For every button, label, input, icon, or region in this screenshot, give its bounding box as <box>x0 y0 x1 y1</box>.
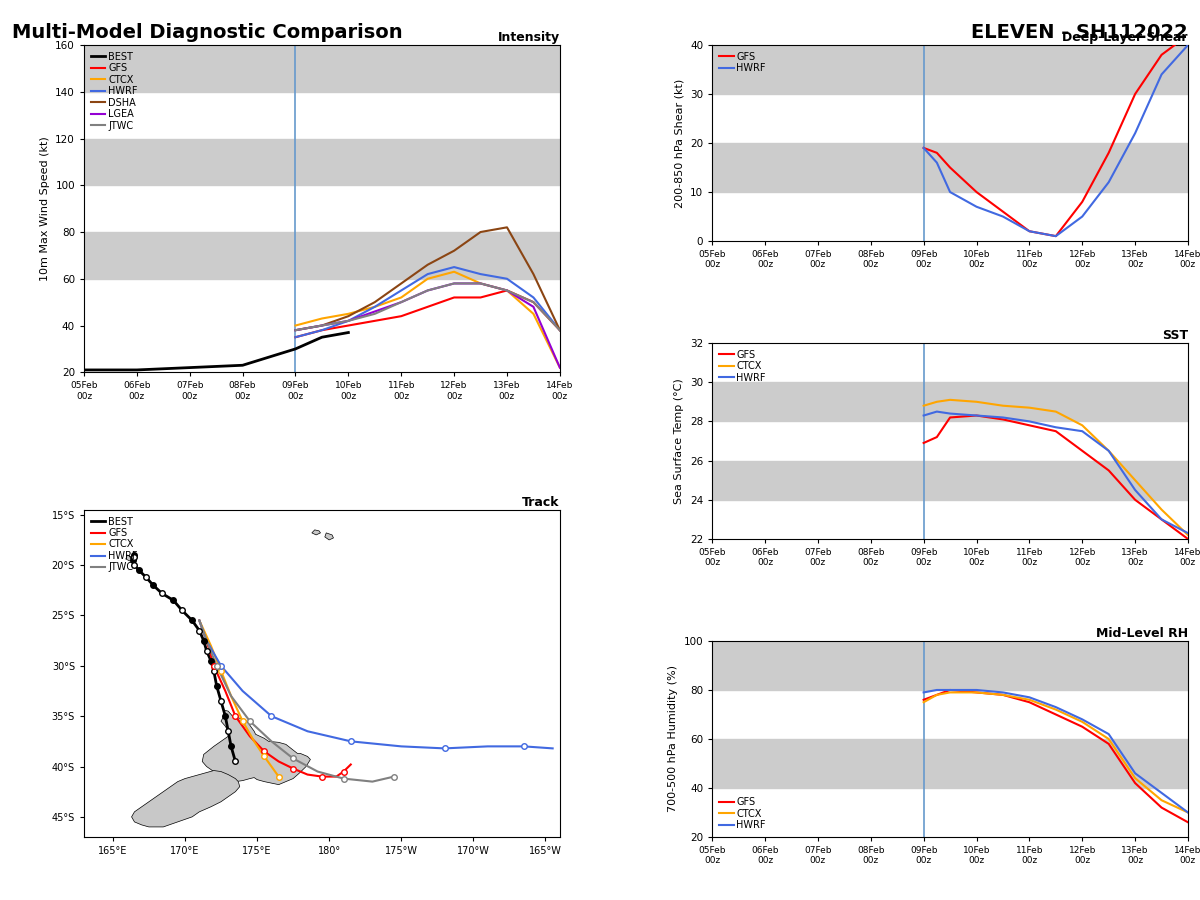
Bar <box>712 739 1188 788</box>
Polygon shape <box>132 770 240 827</box>
Text: Multi-Model Diagnostic Comparison: Multi-Model Diagnostic Comparison <box>12 22 403 41</box>
Polygon shape <box>312 530 320 535</box>
Bar <box>84 45 560 92</box>
Bar <box>84 232 560 279</box>
Legend: GFS, HWRF: GFS, HWRF <box>716 50 768 76</box>
Text: Mid-Level RH: Mid-Level RH <box>1096 626 1188 640</box>
Polygon shape <box>126 555 134 561</box>
Text: CIRA: CIRA <box>43 864 77 878</box>
Text: SST: SST <box>1162 328 1188 342</box>
Legend: GFS, CTCX, HWRF: GFS, CTCX, HWRF <box>716 347 768 384</box>
Bar <box>712 143 1188 192</box>
Bar <box>84 139 560 185</box>
Bar <box>712 382 1188 421</box>
Legend: BEST, GFS, CTCX, HWRF, JTWC: BEST, GFS, CTCX, HWRF, JTWC <box>89 515 139 574</box>
Y-axis label: Sea Surface Temp (°C): Sea Surface Temp (°C) <box>674 378 684 504</box>
Polygon shape <box>325 533 334 540</box>
Legend: BEST, GFS, CTCX, HWRF, DSHA, LGEA, JTWC: BEST, GFS, CTCX, HWRF, DSHA, LGEA, JTWC <box>89 50 139 132</box>
Text: Intensity: Intensity <box>498 31 560 44</box>
Text: Deep-Layer Shear: Deep-Layer Shear <box>1062 31 1188 44</box>
Bar <box>712 45 1188 94</box>
Bar <box>712 461 1188 500</box>
Bar <box>712 641 1188 690</box>
Text: ELEVEN - SH112022: ELEVEN - SH112022 <box>971 22 1188 41</box>
Legend: GFS, CTCX, HWRF: GFS, CTCX, HWRF <box>716 796 768 832</box>
Y-axis label: 700-500 hPa Humidity (%): 700-500 hPa Humidity (%) <box>668 665 678 813</box>
Polygon shape <box>203 710 311 785</box>
Text: Track: Track <box>522 496 560 508</box>
Y-axis label: 200-850 hPa Shear (kt): 200-850 hPa Shear (kt) <box>674 78 684 208</box>
Y-axis label: 10m Max Wind Speed (kt): 10m Max Wind Speed (kt) <box>40 136 49 281</box>
